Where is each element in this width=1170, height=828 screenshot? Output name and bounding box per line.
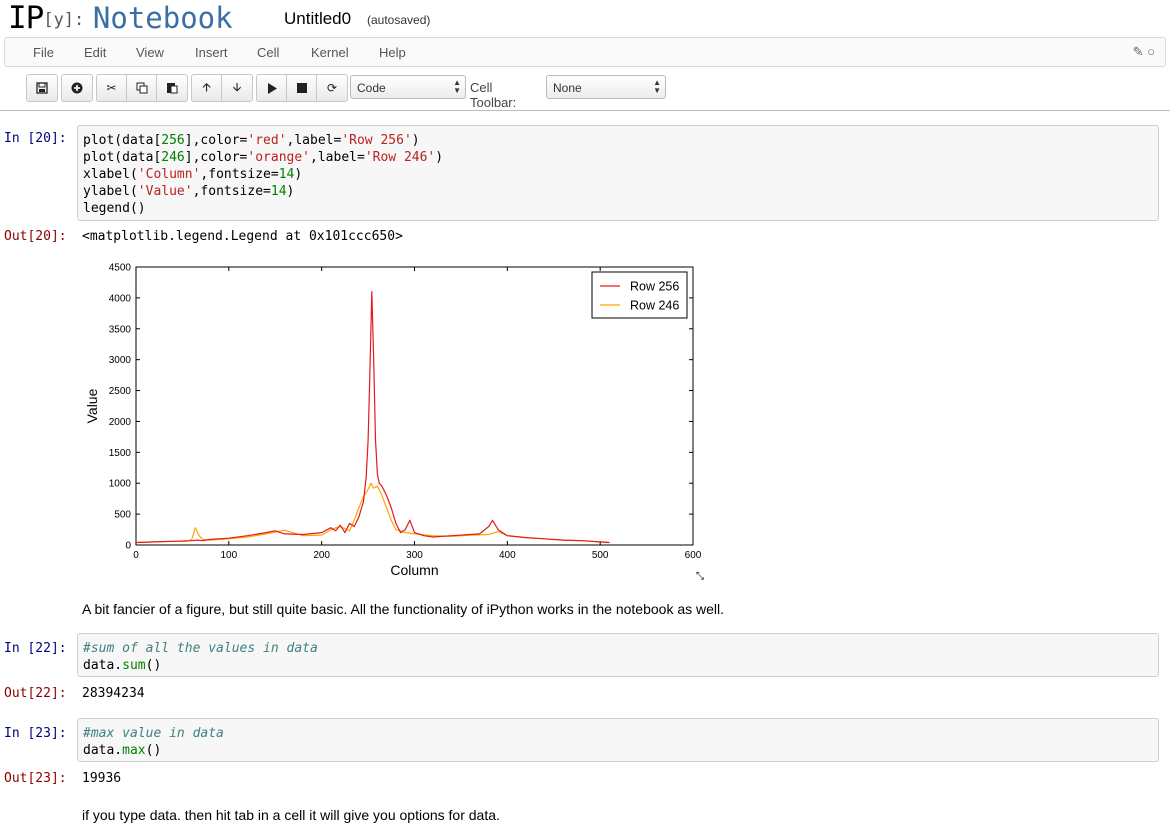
cut-icon[interactable]: ✂ (97, 75, 127, 101)
code-line: legend() (83, 201, 146, 216)
copy-icon[interactable] (127, 75, 157, 101)
in-prompt-23: In [23]: (4, 726, 67, 741)
legend-label: Row 256 (630, 280, 679, 294)
y-tick-label: 4000 (109, 293, 132, 304)
cell-toolbar-label: Cell Toolbar: (470, 80, 517, 110)
kernel-status-circle-icon: ○ (1147, 44, 1155, 59)
select-arrows-icon: ▲ ▼ (653, 78, 661, 95)
move-down-icon[interactable]: 🡫 (232, 79, 242, 94)
in-prompt-20: In [20]: (4, 131, 67, 146)
series-line-row-246 (135, 482, 610, 544)
output-text-22: 28394234 (82, 686, 145, 701)
insert-group (61, 74, 93, 102)
output-text-20: <matplotlib.legend.Legend at 0x101ccc650… (82, 229, 403, 244)
paste-icon[interactable] (157, 75, 187, 101)
code-line: plot(data[246],color='orange',label='Row… (83, 150, 444, 165)
in-prompt-22: In [22]: (4, 641, 67, 656)
line-chart: 0 100 200 300 400 500 600 0 500 1000 1500 2000 2500 3… (84, 263, 704, 583)
autosave-status: (autosaved) (367, 13, 431, 27)
x-tick-label: 200 (313, 550, 330, 561)
x-tick-label: 100 (220, 550, 237, 561)
cell-type-select[interactable]: Code ▲ ▼ (350, 75, 466, 99)
move-up-icon[interactable]: 🡩 (192, 75, 222, 101)
stop-icon[interactable] (287, 75, 317, 101)
cell-toolbar-select[interactable]: None ▲ ▼ (546, 75, 666, 99)
legend-box (591, 271, 688, 319)
y-tick-label: 0 (125, 541, 131, 552)
series-line-row-256 (135, 291, 610, 544)
output-text-23: 19936 (82, 771, 122, 786)
x-tick-label: 400 (499, 550, 516, 561)
code-comment-23: #max value in data (83, 726, 224, 741)
code-line: xlabel('Column',fontsize=14) (83, 167, 303, 182)
legend-label: Row 246 (630, 299, 679, 313)
cell-toolbar-value: None (553, 81, 582, 95)
code-cell-22[interactable]: #sum of all the values in data data.sum(… (77, 633, 1159, 677)
x-tick-label: 0 (133, 550, 139, 561)
out-prompt-22: Out[22]: (4, 686, 67, 701)
cell-type-value: Code (357, 81, 386, 95)
pencil-icon[interactable]: ✎ (1132, 44, 1144, 59)
code-line: data.max() (83, 743, 162, 758)
notebook-title[interactable]: Untitled0 (284, 9, 352, 28)
resize-handle-icon[interactable]: ⤡ (696, 571, 704, 582)
out-prompt-23: Out[23]: (4, 771, 67, 786)
y-tick-label: 1000 (109, 479, 132, 490)
x-tick-label: 600 (685, 550, 702, 561)
move-group: 🡩 🡫 (191, 74, 253, 102)
code-line: plot(data[256],color='red',label='Row 25… (83, 133, 420, 148)
menu-kernel[interactable]: Kernel (311, 45, 349, 60)
edit-group: ✂ (96, 74, 188, 102)
x-tick-label: 500 (592, 550, 609, 561)
insert-cell-icon[interactable] (62, 75, 92, 101)
ipython-logo[interactable]: IP[y]: Notebook (8, 1, 233, 37)
restart-icon[interactable]: ⟳ (326, 81, 338, 95)
x-tick-label: 300 (406, 550, 423, 561)
menubar: File Edit View Insert Cell Kernel Help ✎… (4, 37, 1166, 67)
y-tick-label: 4500 (109, 263, 132, 274)
code-line: data.sum() (83, 658, 162, 673)
logo-y: [y]: (43, 10, 85, 30)
code-comment-22: #sum of all the values in data (83, 641, 318, 656)
notebook-header: IP[y]: Notebook Untitled0 (autosaved) (0, 0, 1170, 36)
out-prompt-20: Out[20]: (4, 229, 67, 244)
y-axis-label: Value (84, 388, 100, 423)
y-tick-label: 3500 (109, 324, 132, 335)
menu-insert[interactable]: Insert (195, 45, 228, 60)
select-arrows-icon: ▲ ▼ (453, 78, 461, 95)
markdown-text-2: if you type data. then hit tab in a cell… (82, 807, 500, 823)
menu-cell[interactable]: Cell (257, 45, 280, 60)
logo-notebook: Notebook (92, 1, 233, 35)
run-icon[interactable] (257, 75, 287, 101)
y-tick-label: 2500 (109, 386, 132, 397)
code-cell-23[interactable]: #max value in data data.max() (77, 718, 1159, 762)
save-icon[interactable] (27, 75, 57, 101)
menu-help[interactable]: Help (379, 45, 406, 60)
y-tick-label: 3000 (109, 355, 132, 366)
markdown-text-1: A bit fancier of a figure, but still qui… (82, 601, 725, 617)
save-group (26, 74, 58, 102)
menu-file[interactable]: File (33, 45, 54, 60)
menu-edit[interactable]: Edit (84, 45, 107, 60)
run-group: ⟳ (256, 74, 348, 102)
code-line: ylabel('Value',fontsize=14) (83, 184, 295, 199)
y-tick-label: 1500 (109, 448, 132, 459)
y-tick-label: 500 (114, 510, 131, 521)
header-divider (0, 110, 1170, 111)
code-cell-20[interactable]: plot(data[256],color='red',label='Row 25… (77, 125, 1159, 221)
y-tick-label: 2000 (109, 417, 132, 428)
x-axis-label: Column (390, 562, 438, 578)
menu-view[interactable]: View (136, 45, 164, 60)
logo-ip: IP (8, 0, 44, 36)
